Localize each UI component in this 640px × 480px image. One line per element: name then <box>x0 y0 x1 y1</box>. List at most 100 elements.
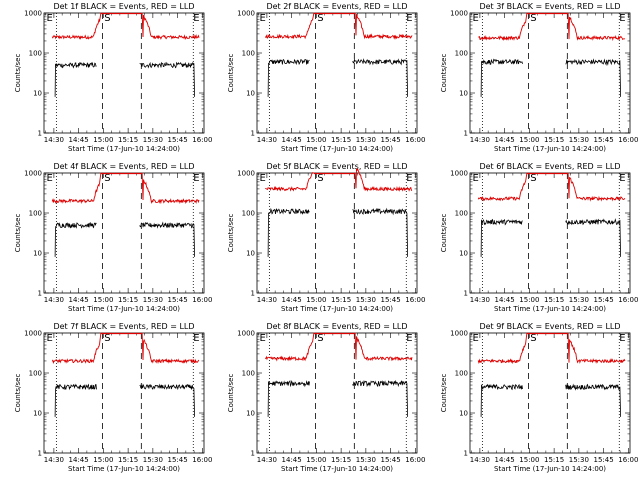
x-tick-label: 16:00 <box>192 296 212 304</box>
lld-series-line <box>354 168 413 192</box>
x-tick-label: 15:30 <box>356 456 376 464</box>
x-tick-label: 14:45 <box>495 136 515 144</box>
x-axis-label: Start Time (17-Jun-10 14:24:00) <box>68 145 180 153</box>
lld-series-line <box>264 332 315 362</box>
panel-chart: Det 2f BLACK = Events, RED = LLD 1 10 100 10… <box>227 2 425 153</box>
x-tick-label: 16:00 <box>405 456 425 464</box>
y-tick-label: 10 <box>33 90 42 98</box>
x-axis-label: Start Time (17-Jun-10 14:24:00) <box>281 145 393 153</box>
detector-panel: Det 1f BLACK = Events, RED = LLD 1 10 100 10… <box>0 0 213 160</box>
events-series-line <box>54 61 97 97</box>
events-series-line <box>267 207 310 257</box>
panel-title: Det 5f BLACK = Events, RED = LLD <box>266 162 407 171</box>
lld-series-line <box>265 172 315 192</box>
events-series-line <box>480 383 523 417</box>
lld-series-line <box>141 12 200 40</box>
y-tick-label: 100 <box>242 370 255 378</box>
x-tick-label: 15:45 <box>594 296 614 304</box>
x-tick-label: 14:30 <box>470 136 490 144</box>
y-tick-label: 1 <box>38 450 42 458</box>
x-tick-label: 15:15 <box>331 296 351 304</box>
x-tick-label: 14:45 <box>282 456 302 464</box>
x-axis-label: Start Time (17-Jun-10 14:24:00) <box>281 305 393 313</box>
plot-frame <box>256 332 418 454</box>
x-tick-label: 15:45 <box>381 136 401 144</box>
x-axis-label: Start Time (17-Jun-10 14:24:00) <box>68 465 180 473</box>
x-tick-label: 15:15 <box>331 136 351 144</box>
y-tick-label: 1 <box>464 290 468 298</box>
plot-frame <box>469 12 631 134</box>
lld-series-line <box>567 172 626 202</box>
x-axis-label: Start Time (17-Jun-10 14:24:00) <box>494 305 606 313</box>
events-series-line <box>139 383 195 417</box>
x-tick-label: 15:30 <box>569 136 589 144</box>
events-series-line <box>565 58 621 97</box>
events-series-line <box>352 207 408 257</box>
detector-panel: Det 6f BLACK = Events, RED = LLD 1 10 100 10… <box>426 160 639 320</box>
lld-series-line <box>478 12 528 42</box>
y-tick-label: 1 <box>251 450 255 458</box>
x-tick-label: 15:45 <box>168 456 188 464</box>
event-marker-letter: E <box>472 13 478 24</box>
lld-series-line <box>141 332 200 364</box>
y-tick-label: 1000 <box>237 330 255 338</box>
lld-series-line <box>51 172 102 205</box>
y-tick-label: 1000 <box>450 10 468 18</box>
y-tick-label: 10 <box>246 250 255 258</box>
y-tick-label: 10 <box>246 410 255 418</box>
event-marker-letter: E <box>46 333 52 344</box>
y-tick-label: 100 <box>455 370 468 378</box>
plot-frame <box>43 172 205 294</box>
x-tick-label: 14:45 <box>69 296 89 304</box>
panel-title: Det 6f BLACK = Events, RED = LLD <box>479 162 620 171</box>
event-marker-letter: E <box>619 13 625 24</box>
x-tick-label: 14:45 <box>69 456 89 464</box>
y-tick-label: 1000 <box>450 170 468 178</box>
y-axis-label: Counts/sec <box>14 214 22 253</box>
event-marker-letter: S <box>530 173 536 184</box>
event-marker-letter: E <box>46 13 52 24</box>
event-marker-letter: E <box>619 333 625 344</box>
panel-title: Det 1f BLACK = Events, RED = LLD <box>53 2 194 11</box>
x-tick-label: 14:30 <box>257 296 277 304</box>
x-tick-label: 15:00 <box>519 296 539 304</box>
event-marker-letter: E <box>46 173 52 184</box>
x-tick-label: 15:45 <box>381 456 401 464</box>
events-series-line <box>565 218 621 257</box>
x-tick-label: 16:00 <box>405 136 425 144</box>
x-tick-label: 14:45 <box>282 296 302 304</box>
plot-frame <box>256 172 418 294</box>
x-axis-label: Start Time (17-Jun-10 14:24:00) <box>494 145 606 153</box>
event-marker-letter: E <box>259 13 265 24</box>
y-tick-label: 1000 <box>237 10 255 18</box>
x-tick-label: 14:30 <box>470 456 490 464</box>
x-tick-label: 15:15 <box>544 136 564 144</box>
x-tick-label: 15:30 <box>356 296 376 304</box>
y-tick-label: 100 <box>242 210 255 218</box>
x-tick-label: 15:45 <box>168 136 188 144</box>
plot-frame <box>256 12 418 134</box>
event-marker-letter: E <box>406 173 412 184</box>
event-marker-letter: E <box>406 13 412 24</box>
x-tick-label: 16:00 <box>192 456 212 464</box>
plot-frame <box>43 332 205 454</box>
x-axis-label: Start Time (17-Jun-10 14:24:00) <box>68 305 180 313</box>
x-tick-label: 14:30 <box>257 136 277 144</box>
panel-chart: Det 4f BLACK = Events, RED = LLD 1 10 100 10… <box>14 162 212 313</box>
panel-title: Det 7f BLACK = Events, RED = LLD <box>53 322 194 331</box>
event-marker-letter: E <box>193 13 199 24</box>
y-tick-label: 1000 <box>24 10 42 18</box>
detector-panel: Det 8f BLACK = Events, RED = LLD 1 10 100 10… <box>213 320 426 480</box>
y-tick-label: 1000 <box>24 170 42 178</box>
x-tick-label: 15:00 <box>93 136 113 144</box>
y-tick-label: 10 <box>246 90 255 98</box>
event-marker-letter: S <box>317 13 323 24</box>
lld-series-line <box>264 12 315 40</box>
lld-series-line <box>141 172 200 205</box>
y-tick-label: 1000 <box>237 170 255 178</box>
events-series-line <box>267 58 310 97</box>
event-marker-letter: E <box>259 173 265 184</box>
x-tick-label: 16:00 <box>618 296 638 304</box>
detector-panel: Det 5f BLACK = Events, RED = LLD 1 10 100 10… <box>213 160 426 320</box>
